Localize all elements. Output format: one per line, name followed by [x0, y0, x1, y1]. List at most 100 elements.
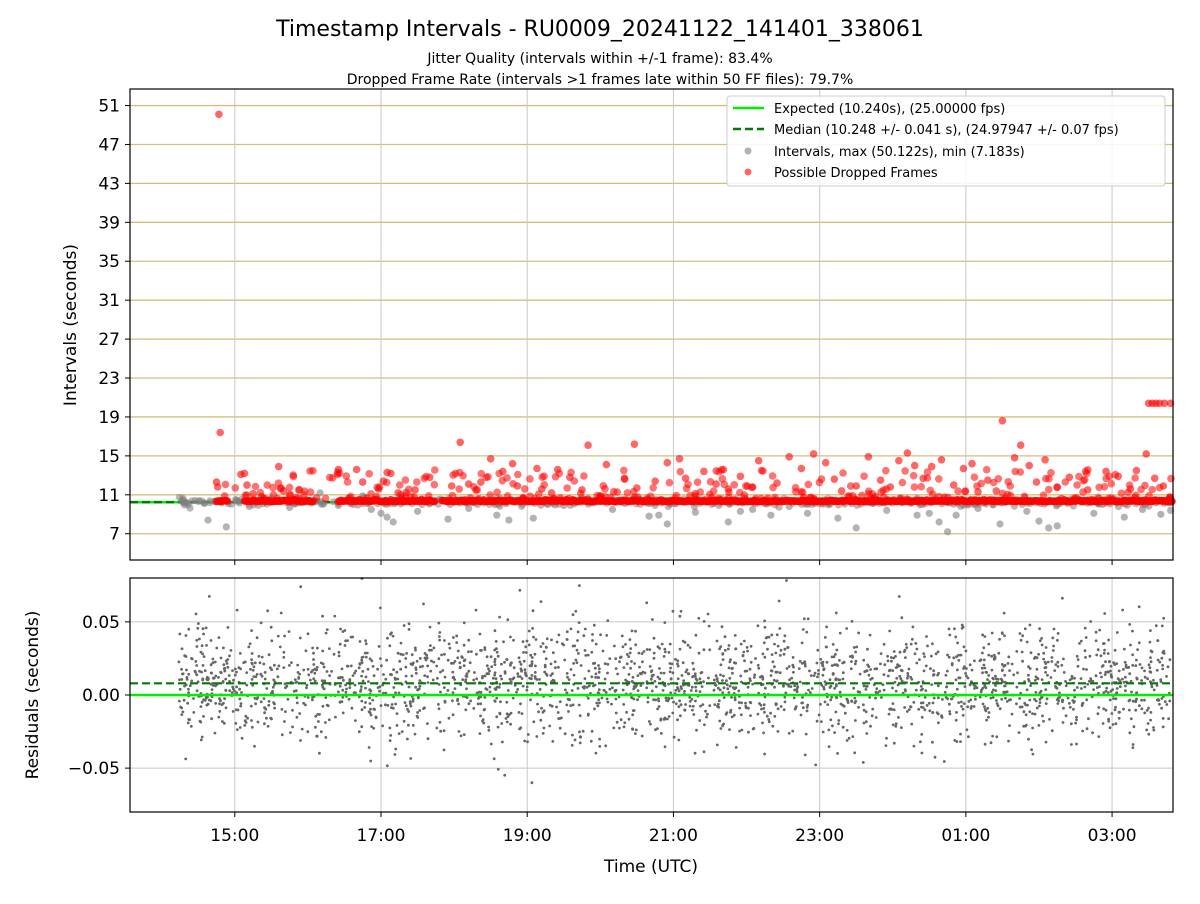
residual-point: [657, 676, 660, 679]
residual-point: [190, 680, 193, 683]
residual-point: [439, 730, 442, 733]
residual-point: [369, 657, 372, 660]
residual-point: [1003, 634, 1006, 637]
residual-point: [723, 686, 726, 689]
residual-point: [831, 656, 834, 659]
residual-point: [745, 706, 748, 709]
residual-point: [270, 718, 273, 721]
residual-point: [592, 662, 595, 665]
residual-point: [576, 661, 579, 664]
residual-point: [494, 700, 497, 703]
residual-point: [720, 663, 723, 666]
residual-point: [439, 671, 442, 674]
residual-point: [905, 646, 908, 649]
residual-point: [528, 630, 531, 633]
residual-point: [817, 669, 820, 672]
residual-point: [631, 727, 634, 730]
residual-point: [676, 659, 679, 662]
residual-point: [526, 689, 529, 692]
residual-point: [190, 725, 193, 728]
residual-point: [228, 689, 231, 692]
dropped-frame-point: [938, 456, 946, 464]
residual-point: [532, 720, 535, 723]
residual-point: [1129, 699, 1132, 702]
residual-point: [899, 651, 902, 654]
residual-point: [377, 686, 380, 689]
residual-point: [809, 691, 812, 694]
dropped-frame-point: [798, 465, 806, 473]
residual-point: [200, 705, 203, 708]
y-tick-label: 27: [98, 330, 120, 350]
residual-point: [341, 689, 344, 692]
residual-point: [299, 637, 302, 640]
residual-point: [882, 683, 885, 686]
residual-point: [1100, 676, 1103, 679]
residual-point: [267, 704, 270, 707]
dropped-frame-point: [1124, 489, 1132, 497]
residual-point: [187, 722, 190, 725]
residual-point: [234, 722, 237, 725]
residual-point: [819, 703, 822, 706]
residual-point: [1124, 685, 1127, 688]
residual-point: [686, 669, 689, 672]
residual-point: [567, 710, 570, 713]
residual-point: [707, 677, 710, 680]
residual-point: [422, 603, 425, 606]
residual-point: [559, 700, 562, 703]
interval-point: [737, 508, 744, 515]
residual-point: [181, 647, 184, 650]
residual-point: [439, 691, 442, 694]
residual-point: [763, 641, 766, 644]
residual-point: [284, 710, 287, 713]
residual-point: [1128, 672, 1131, 675]
residual-point: [791, 664, 794, 667]
residual-point: [634, 643, 637, 646]
residual-point: [222, 647, 225, 650]
y-tick-label: 19: [98, 408, 120, 428]
dropped-frame-point: [334, 471, 342, 479]
interval-point: [1045, 524, 1052, 531]
residual-point: [1037, 677, 1040, 680]
residual-point: [892, 657, 895, 660]
dropped-frame-point: [1156, 484, 1164, 492]
residual-point: [717, 703, 720, 706]
residual-point: [628, 673, 631, 676]
residual-point: [250, 658, 253, 661]
residual-point: [396, 678, 399, 681]
residual-point: [962, 714, 965, 717]
residual-point: [584, 649, 587, 652]
dropped-frame-point: [1145, 492, 1153, 500]
residual-point: [519, 726, 522, 729]
residual-point: [729, 685, 732, 688]
residual-point: [427, 737, 430, 740]
residual-point: [832, 673, 835, 676]
residual-point: [1040, 696, 1043, 699]
residual-point: [807, 689, 810, 692]
residual-point: [862, 703, 865, 706]
residual-point: [256, 636, 259, 639]
residual-point: [531, 660, 534, 663]
residual-point: [779, 654, 782, 657]
residual-point: [238, 688, 241, 691]
residual-point: [494, 658, 497, 661]
residual-point: [412, 724, 415, 727]
residual-point: [1028, 710, 1031, 713]
residual-point: [839, 632, 842, 635]
dropped-frame-point: [897, 495, 905, 503]
residual-point: [1116, 687, 1119, 690]
residual-point: [437, 622, 440, 625]
interval-point: [936, 518, 943, 525]
residual-point: [1085, 668, 1088, 671]
dropped-frame-point: [1142, 450, 1150, 458]
residual-point: [964, 685, 967, 688]
residual-point: [1121, 609, 1124, 612]
residual-point: [763, 703, 766, 706]
residual-point: [618, 727, 621, 730]
residual-point: [1167, 665, 1170, 668]
residual-point: [538, 678, 541, 681]
residual-point: [948, 710, 951, 713]
residual-point: [799, 660, 802, 663]
residual-point: [699, 677, 702, 680]
residual-point: [1122, 708, 1125, 711]
residual-point: [534, 675, 537, 678]
